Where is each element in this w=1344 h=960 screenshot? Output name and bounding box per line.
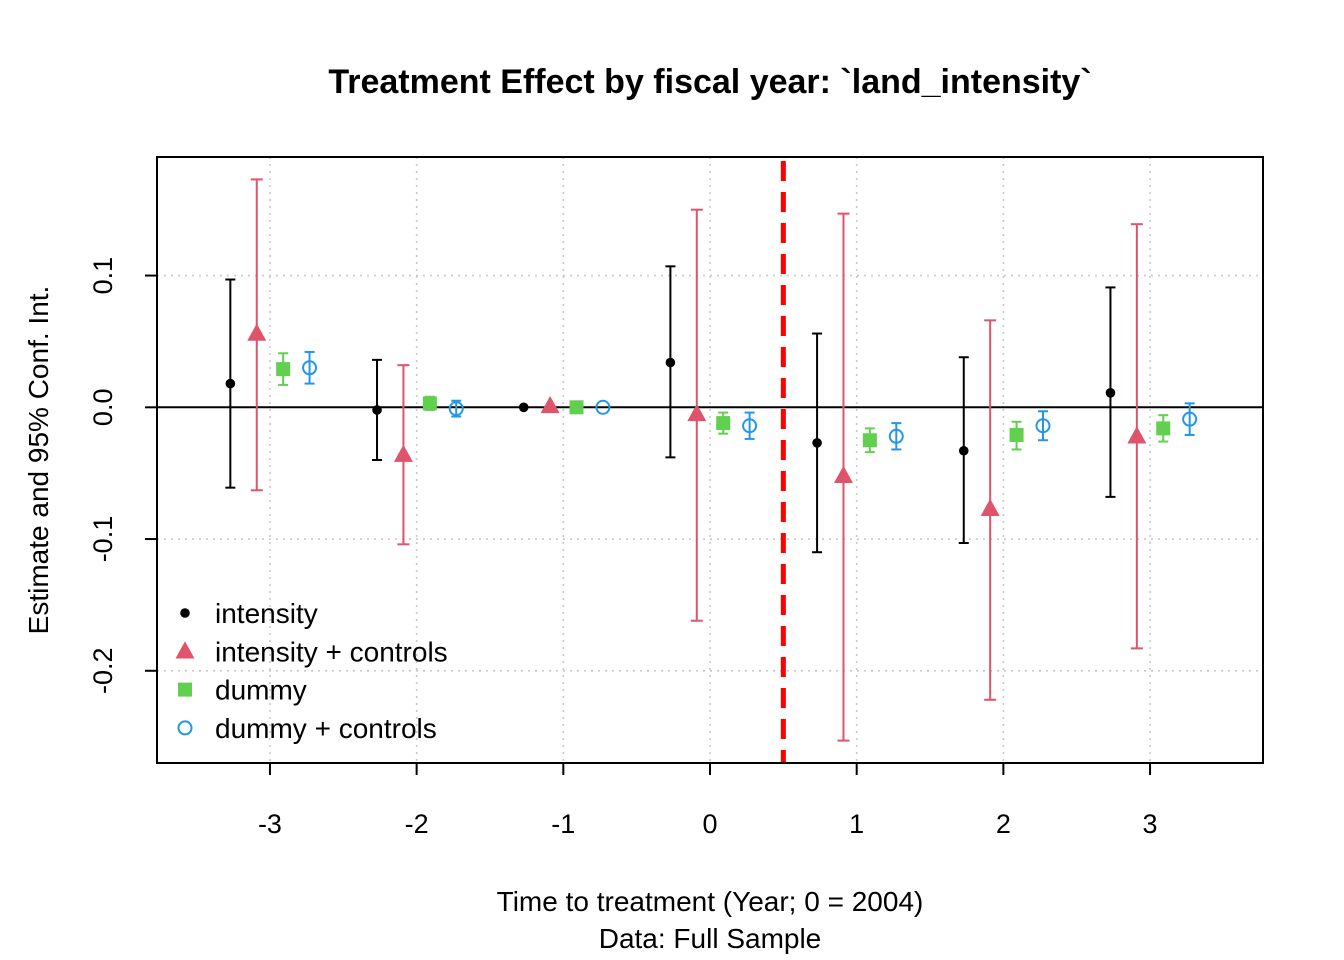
point-1-3 xyxy=(687,403,707,422)
series-3 xyxy=(302,350,1198,451)
point-2-0 xyxy=(276,362,291,377)
legend-marker-3 xyxy=(177,720,193,736)
grid-lines xyxy=(157,157,1263,763)
point-0-3 xyxy=(665,357,676,368)
point-3-3 xyxy=(742,418,758,434)
series-2 xyxy=(276,352,1171,454)
legend-marker-1 xyxy=(175,641,195,659)
legend-label-2: dummy xyxy=(215,675,307,706)
data-series xyxy=(225,178,1198,742)
x-axis-sublabel: Data: Full Sample xyxy=(599,923,822,954)
point-0-1 xyxy=(372,405,382,415)
x-tick-label-5: 2 xyxy=(996,809,1011,839)
x-tick-label-6: 3 xyxy=(1143,809,1158,839)
point-2-3 xyxy=(716,416,731,431)
series-0 xyxy=(225,265,1116,554)
point-2-1 xyxy=(422,396,437,411)
legend-marker-2 xyxy=(178,682,192,697)
y-tick-label-2: 0.0 xyxy=(88,389,118,427)
point-1-2 xyxy=(540,395,560,414)
point-0-6 xyxy=(1105,388,1116,398)
x-tick-label-3: 0 xyxy=(702,809,717,839)
point-0-2 xyxy=(518,402,529,413)
point-0-5 xyxy=(958,445,969,456)
x-tick-label-1: -2 xyxy=(405,809,429,839)
point-2-5 xyxy=(1009,427,1024,442)
point-2-2 xyxy=(569,400,584,415)
point-1-4 xyxy=(833,465,853,484)
legend-label-1: intensity + controls xyxy=(215,636,448,667)
y-axis: -0.2 -0.1 0.0 0.1 xyxy=(88,257,157,694)
series-1 xyxy=(247,178,1147,742)
point-1-0 xyxy=(247,323,267,341)
point-1-1 xyxy=(393,444,413,462)
point-2-6 xyxy=(1156,421,1171,436)
legend: intensity intensity + controls dummy dummy … xyxy=(175,598,448,744)
legend-marker-0 xyxy=(180,608,190,618)
point-3-4 xyxy=(888,428,904,444)
x-tick-label-4: 1 xyxy=(849,809,864,839)
y-tick-label-1: -0.1 xyxy=(88,516,118,563)
y-tick-label-0: -0.2 xyxy=(88,648,118,695)
legend-label-0: intensity xyxy=(215,598,318,629)
point-2-4 xyxy=(862,433,877,448)
x-axis-label: Time to treatment (Year; 0 = 2004) xyxy=(497,886,924,917)
x-axis: -3 -2 -1 0 1 2 3 xyxy=(258,763,1158,839)
point-3-2 xyxy=(595,399,611,415)
reference-lines xyxy=(157,161,1263,763)
point-3-5 xyxy=(1035,418,1051,434)
y-tick-label-3: 0.1 xyxy=(88,257,118,295)
point-1-5 xyxy=(980,498,1000,516)
legend-label-3: dummy + controls xyxy=(215,713,437,744)
point-0-4 xyxy=(812,438,822,448)
y-axis-label: Estimate and 95% Conf. Int. xyxy=(23,286,54,635)
point-3-0 xyxy=(302,360,318,376)
x-tick-label-2: -1 xyxy=(551,809,575,839)
point-3-6 xyxy=(1182,411,1198,427)
x-tick-label-0: -3 xyxy=(258,809,282,839)
chart-title: Treatment Effect by fiscal year: `land_i… xyxy=(328,63,1091,101)
point-1-6 xyxy=(1127,426,1147,444)
point-3-1 xyxy=(448,401,464,417)
point-0-0 xyxy=(225,378,236,389)
